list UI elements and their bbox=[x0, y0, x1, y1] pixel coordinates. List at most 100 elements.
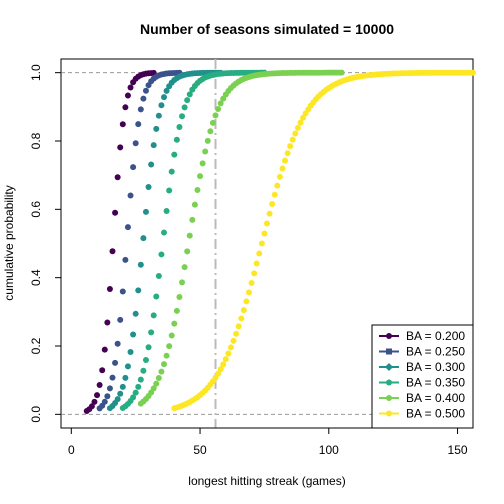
data-point bbox=[130, 394, 137, 401]
data-point bbox=[117, 316, 124, 323]
data-point bbox=[470, 69, 476, 76]
legend-label: BA = 0.500 bbox=[406, 407, 465, 421]
data-point bbox=[233, 330, 240, 337]
data-point bbox=[248, 279, 255, 286]
data-point bbox=[227, 344, 234, 351]
data-point bbox=[122, 104, 129, 111]
data-point bbox=[240, 307, 247, 314]
data-point bbox=[194, 187, 201, 193]
data-point bbox=[132, 310, 139, 317]
data-point bbox=[235, 323, 242, 330]
data-point bbox=[117, 390, 124, 397]
data-point bbox=[279, 165, 286, 172]
data-point bbox=[119, 288, 126, 295]
data-point bbox=[104, 393, 111, 400]
data-point bbox=[163, 208, 170, 215]
data-point bbox=[215, 105, 222, 112]
data-point bbox=[122, 256, 129, 263]
y-tick-label: 0.2 bbox=[29, 337, 43, 354]
legend-marker bbox=[386, 348, 392, 355]
data-point bbox=[189, 216, 196, 223]
data-point bbox=[106, 385, 113, 392]
data-point bbox=[112, 359, 119, 366]
legend-marker bbox=[385, 363, 393, 371]
data-point bbox=[300, 114, 307, 121]
data-point bbox=[264, 220, 270, 227]
series-1 bbox=[96, 69, 183, 412]
data-point bbox=[163, 352, 170, 359]
x-tick-label: 50 bbox=[193, 443, 207, 457]
data-point bbox=[253, 260, 260, 267]
data-point bbox=[266, 210, 273, 217]
data-point bbox=[114, 174, 121, 181]
data-point bbox=[153, 380, 160, 387]
data-point bbox=[132, 140, 139, 147]
series-3 bbox=[119, 69, 268, 412]
data-point bbox=[142, 357, 149, 364]
data-point bbox=[179, 113, 186, 120]
data-point bbox=[217, 366, 224, 373]
data-point bbox=[142, 87, 149, 94]
data-point bbox=[127, 349, 134, 355]
data-point bbox=[282, 157, 289, 164]
legend-label: BA = 0.400 bbox=[406, 391, 465, 405]
data-point bbox=[161, 361, 167, 368]
data-point bbox=[140, 235, 147, 242]
series-4 bbox=[137, 69, 345, 407]
y-tick-label: 0.8 bbox=[29, 132, 43, 149]
data-point bbox=[220, 361, 227, 368]
data-point bbox=[130, 331, 137, 338]
data-point bbox=[150, 312, 157, 319]
data-point bbox=[135, 383, 142, 390]
series-5 bbox=[171, 69, 476, 412]
data-point bbox=[181, 264, 188, 271]
data-point bbox=[215, 370, 222, 377]
y-axis-label: cumulative probability bbox=[2, 185, 16, 300]
data-point bbox=[155, 375, 162, 382]
data-point bbox=[166, 343, 173, 350]
data-point bbox=[124, 92, 131, 99]
data-point bbox=[158, 251, 165, 258]
data-point bbox=[186, 91, 193, 98]
data-point bbox=[150, 142, 157, 149]
data-point bbox=[101, 346, 108, 353]
data-point bbox=[155, 112, 162, 119]
data-point bbox=[171, 151, 178, 158]
data-point bbox=[179, 279, 186, 286]
data-point bbox=[119, 121, 126, 128]
chart-title: Number of seasons simulated = 10000 bbox=[140, 21, 394, 37]
data-point bbox=[176, 123, 183, 130]
data-point bbox=[148, 161, 155, 168]
data-point bbox=[132, 389, 139, 396]
data-point bbox=[184, 97, 191, 104]
data-point bbox=[230, 337, 237, 344]
data-point bbox=[191, 201, 198, 208]
data-point bbox=[155, 272, 162, 279]
data-point bbox=[130, 164, 137, 171]
y-tick-label: 0.4 bbox=[29, 269, 43, 286]
data-point bbox=[245, 289, 252, 296]
data-point bbox=[173, 307, 180, 314]
data-point bbox=[161, 229, 167, 236]
data-point bbox=[176, 294, 183, 300]
x-tick-label: 100 bbox=[319, 443, 339, 457]
data-point bbox=[112, 209, 119, 216]
data-point bbox=[163, 87, 170, 94]
data-point bbox=[158, 102, 165, 109]
data-point bbox=[145, 344, 152, 351]
data-point bbox=[171, 320, 178, 327]
data-point bbox=[124, 224, 131, 231]
data-point bbox=[284, 150, 291, 157]
data-point bbox=[109, 248, 116, 255]
data-point bbox=[114, 396, 121, 403]
data-point bbox=[271, 191, 278, 198]
y-tick-label: 0.6 bbox=[29, 201, 43, 218]
data-point bbox=[238, 315, 245, 322]
data-point bbox=[209, 119, 216, 126]
y-tick-label: 1.0 bbox=[29, 64, 43, 81]
data-point bbox=[137, 261, 144, 268]
data-point bbox=[94, 392, 101, 399]
data-point bbox=[96, 381, 103, 388]
